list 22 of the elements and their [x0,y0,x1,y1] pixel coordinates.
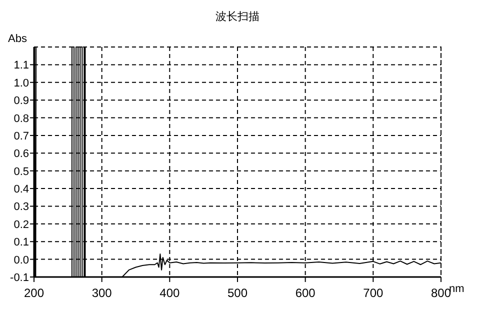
y-tick-label: -0.1 [10,272,29,284]
y-tick-label: 0.8 [14,112,29,125]
y-tick-label: 0.1 [14,236,29,249]
y-tick-label: 0.3 [14,201,29,214]
x-tick-label: 200 [24,286,44,300]
y-tick-label: 0.9 [14,95,29,108]
y-tick-label: 0.6 [14,148,29,160]
x-tick-label: 500 [227,286,248,300]
y-tick-label: 0.2 [14,218,29,231]
x-tick-label: 700 [363,286,384,300]
y-tick-label: 1.1 [14,60,29,72]
y-tick-label: 1.0 [14,77,29,90]
y-axis-title: Abs [8,33,28,45]
y-tick-label: 0.5 [14,166,29,178]
x-tick-label: 400 [160,286,180,300]
x-axis-title: nm [449,283,464,295]
x-tick-label: 600 [295,286,316,300]
chart-title: 波长扫描 [216,10,260,23]
y-tick-label: 0.7 [14,130,29,142]
y-tick-label: 0.4 [14,184,29,196]
y-tick-label: 0.0 [14,254,29,266]
x-tick-label: 300 [92,286,112,300]
